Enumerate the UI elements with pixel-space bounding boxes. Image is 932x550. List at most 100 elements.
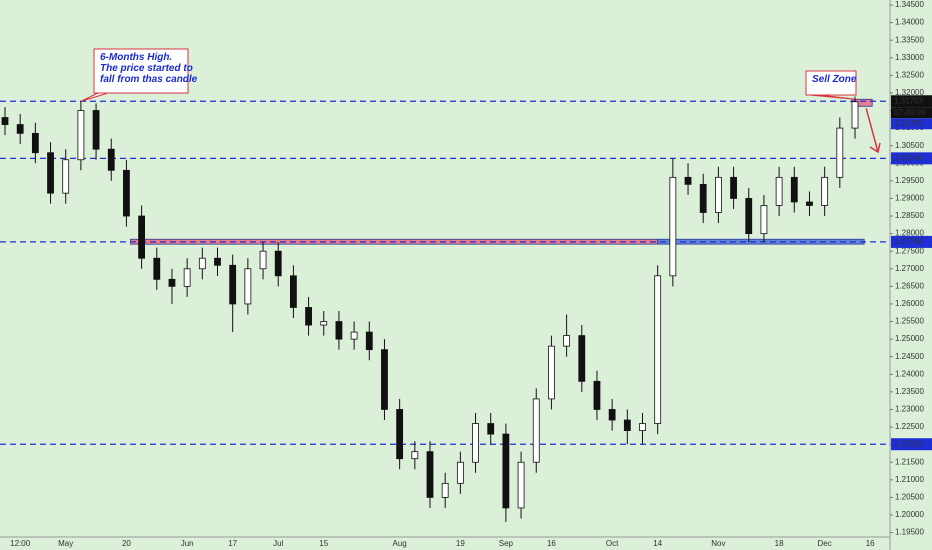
candle-body xyxy=(274,250,282,277)
candle-body xyxy=(123,169,130,217)
annotation: 6-Months High. The price started to fall f… xyxy=(100,52,198,85)
candle-body xyxy=(593,380,601,410)
candle-body xyxy=(365,331,373,351)
candle-body xyxy=(669,176,677,277)
y-tick-label: 1.22500 xyxy=(895,422,924,431)
level-tag-label: 1.27764 xyxy=(894,237,923,246)
y-tick-label: 1.25000 xyxy=(895,334,924,343)
candle-body xyxy=(47,152,54,194)
x-tick-label: 18 xyxy=(775,539,784,548)
callout-box xyxy=(805,70,857,100)
countdown-tag xyxy=(891,107,932,119)
candle-body xyxy=(198,257,206,270)
candle-body xyxy=(411,451,419,460)
y-tick-label: 1.29000 xyxy=(895,194,924,203)
x-tick-label: 16 xyxy=(866,539,875,548)
candle-body xyxy=(699,183,707,213)
candle-body xyxy=(745,198,753,235)
y-tick-label: 1.26000 xyxy=(895,299,924,308)
candle-body xyxy=(77,110,85,161)
candle-body xyxy=(532,398,540,463)
annotation-line: The price started to xyxy=(100,63,193,74)
x-tick-label: Jun xyxy=(181,539,194,548)
candle-body xyxy=(730,176,737,199)
y-tick-label: 1.21000 xyxy=(895,475,924,484)
candle-body xyxy=(821,176,829,206)
x-tick-label: 16 xyxy=(547,539,556,548)
price-axis xyxy=(890,0,932,550)
level-tag-label: 1.30140 xyxy=(894,153,923,162)
annotation-line: fall from thas candle xyxy=(100,74,198,85)
candle-body xyxy=(138,215,146,259)
y-tick-label: 1.29500 xyxy=(895,176,924,185)
candle-body xyxy=(335,321,343,340)
x-tick-label: Dec xyxy=(818,539,832,548)
candle-body xyxy=(790,176,798,203)
x-tick-label: Nov xyxy=(711,539,725,548)
x-tick-label: 17 xyxy=(228,539,237,548)
candle-body xyxy=(578,335,586,382)
candle-body xyxy=(229,264,237,305)
candle-body xyxy=(168,278,176,287)
y-tick-label: 1.27000 xyxy=(895,264,924,273)
candle-body xyxy=(487,423,495,435)
x-tick-label: May xyxy=(58,539,73,548)
candle-body xyxy=(381,349,388,410)
candle-body xyxy=(472,423,479,463)
candle-body xyxy=(654,275,662,424)
y-tick-label: 1.20500 xyxy=(895,493,924,502)
candle-body xyxy=(1,117,9,125)
x-tick-label: Oct xyxy=(606,539,619,548)
candle-body xyxy=(775,176,783,206)
candle-body xyxy=(851,101,859,129)
y-tick-label: 1.33500 xyxy=(895,35,924,44)
candle-body xyxy=(426,451,434,498)
y-tick-label: 1.24500 xyxy=(895,352,924,361)
arrow xyxy=(865,108,881,154)
y-tick-label: 1.21500 xyxy=(895,457,924,466)
y-tick-label: 1.23500 xyxy=(895,387,924,396)
level-tag-label: 1.22012 xyxy=(894,439,923,448)
candle-body xyxy=(548,345,555,400)
y-tick-label: 1.30500 xyxy=(895,141,924,150)
x-tick-label: 19 xyxy=(456,539,465,548)
y-tick-label: 1.27500 xyxy=(895,246,924,255)
y-tick-label: 1.28500 xyxy=(895,211,924,220)
level-tag xyxy=(891,235,932,248)
x-tick-label: 20 xyxy=(122,539,131,548)
candle-body xyxy=(62,159,70,194)
countdown: 07:49:09 xyxy=(894,108,926,117)
candle-body xyxy=(31,132,39,154)
level-tag-label: 1.31763 xyxy=(894,96,923,105)
level-tag xyxy=(891,438,932,451)
candle-body xyxy=(16,124,24,134)
y-tick-label: 1.19500 xyxy=(895,528,924,537)
candle-body xyxy=(183,268,191,287)
candle-body xyxy=(289,275,297,308)
y-tick-label: 1.25500 xyxy=(895,317,924,326)
candle-body xyxy=(760,205,768,235)
last-price-label: 1.31752 xyxy=(894,119,923,128)
y-tick-label: 1.26500 xyxy=(895,281,924,290)
x-tick-label: Sep xyxy=(499,539,514,548)
y-tick-label: 1.23000 xyxy=(895,405,924,414)
candle-body xyxy=(244,268,252,305)
callout-box xyxy=(80,48,189,102)
candle-body xyxy=(92,110,100,150)
candle-body xyxy=(684,176,692,185)
candle-body xyxy=(396,409,404,460)
candle-body xyxy=(623,419,631,431)
candle-body xyxy=(456,461,464,484)
x-tick-label: Jul xyxy=(273,539,283,548)
candle-body xyxy=(502,433,510,509)
candle-body xyxy=(153,257,161,280)
annotation-line: 6-Months High. xyxy=(100,52,172,63)
x-tick-label: 12:00 xyxy=(10,539,31,548)
level-tag xyxy=(891,95,932,108)
candle-body xyxy=(259,250,267,270)
candle-body xyxy=(836,127,844,178)
candle-body xyxy=(320,321,328,326)
candle-body xyxy=(714,176,722,213)
candle-body xyxy=(441,482,449,498)
